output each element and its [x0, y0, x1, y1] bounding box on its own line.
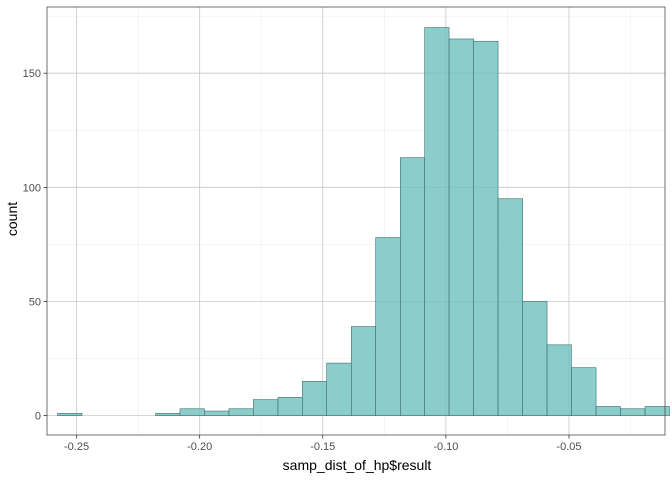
histogram-bar-5 [179, 408, 205, 416]
histogram-bar-21 [571, 367, 597, 416]
histogram-bar-8 [253, 399, 279, 416]
histogram-bars [57, 27, 670, 416]
x-tick-label-3: -0.10 [433, 441, 458, 453]
histogram-bar-24 [644, 406, 670, 416]
histogram-bar-15 [424, 27, 450, 416]
histogram-bar-18 [497, 198, 523, 416]
histogram-bar-6 [204, 410, 230, 416]
histogram-bar-14 [400, 157, 425, 416]
y-tick-label-1: 50 [29, 296, 41, 308]
y-tick-label-0: 0 [35, 411, 41, 423]
histogram-bar-13 [375, 237, 401, 416]
y-tick-label-3: 150 [23, 68, 41, 80]
x-tick-label-4: -0.05 [556, 441, 581, 453]
histogram-bar-7 [228, 408, 254, 416]
histogram-bar-12 [351, 326, 376, 416]
histogram-bar-9 [277, 397, 303, 416]
histogram-bar-0 [57, 413, 83, 416]
x-axis-title: samp_dist_of_hp$result [283, 457, 432, 473]
histogram-bar-23 [620, 408, 646, 416]
x-tick-label-0: -0.25 [64, 441, 89, 453]
histogram-bar-22 [595, 406, 621, 416]
histogram-bar-11 [326, 362, 352, 416]
histogram-bar-19 [522, 301, 548, 416]
histogram-bar-17 [473, 40, 499, 416]
histogram-bar-10 [302, 381, 328, 416]
axis-ticks: -0.25 -0.20 -0.15 -0.10 -0.05 0 50 100 150 [23, 68, 582, 453]
y-axis-title: count [4, 202, 20, 236]
panel-border [46, 6, 666, 436]
y-tick-label-2: 100 [23, 182, 41, 194]
x-tick-label-2: -0.15 [310, 441, 335, 453]
histogram-bar-16 [448, 38, 474, 416]
histogram-bar-20 [546, 344, 572, 416]
histogram-bar-4 [155, 413, 181, 416]
x-tick-label-1: -0.20 [187, 441, 212, 453]
